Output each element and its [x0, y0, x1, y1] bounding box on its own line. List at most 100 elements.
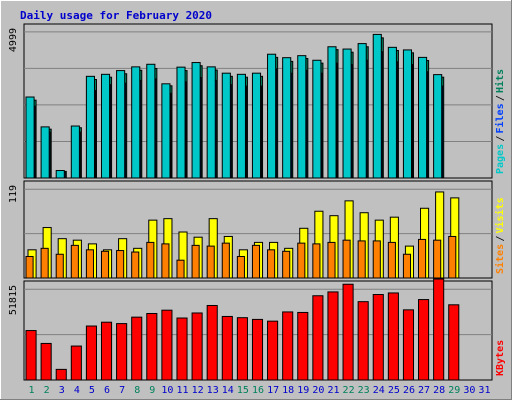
bar-sites-day-24 [372, 240, 381, 279]
bar-sites-day-13 [206, 245, 215, 279]
day-label-30: 30 [463, 385, 475, 396]
bar-pages-day-6 [100, 73, 111, 179]
day-label-22: 22 [343, 385, 355, 396]
panel-legend: Pages / Files / Hits [494, 69, 506, 174]
bar-sites-day-23 [357, 240, 366, 279]
bar-kbytes-day-26 [402, 309, 415, 381]
legend-separator: / [495, 135, 506, 141]
bar-pages-day-1 [25, 96, 35, 179]
bar-sites-day-15 [236, 255, 245, 279]
bar-kbytes-day-2 [40, 342, 52, 381]
bar-kbytes-day-13 [206, 304, 218, 381]
bar-pages-day-10 [161, 83, 171, 179]
bar-sites-day-18 [282, 250, 291, 279]
day-label-16: 16 [252, 385, 264, 396]
day-label-11: 11 [176, 385, 188, 396]
bar-pages-day-19 [297, 55, 307, 179]
day-label-13: 13 [207, 385, 219, 396]
bar-pages-day-24 [372, 33, 382, 179]
bar-kbytes-day-25 [387, 292, 399, 381]
chart-title: Daily usage for February 2020 [20, 9, 212, 22]
bar-kbytes-day-12 [191, 312, 203, 381]
legend-separator: / [495, 235, 506, 241]
bar-pages-day-3 [55, 170, 65, 179]
bar-sites-day-28 [433, 239, 442, 279]
legend-sites: Sites [494, 244, 506, 274]
bar-kbytes-day-14 [221, 315, 233, 381]
bar-pages-day-21 [327, 46, 337, 179]
day-label-10: 10 [161, 385, 173, 396]
panel-kbytes: 51815 KBytes [8, 278, 506, 381]
series-kbytes [25, 278, 460, 381]
bar-pages-day-2 [40, 126, 50, 179]
bar-pages-day-5 [85, 75, 95, 179]
bar-sites-day-21 [327, 241, 336, 279]
bar-sites-day-9 [146, 241, 155, 279]
chart-panels: 4999 Pages / Files / Hits 119 Sites / Visits 51815… [8, 23, 506, 381]
bar-kbytes-day-5 [85, 325, 97, 381]
day-label-19: 19 [297, 385, 309, 396]
bar-sites-day-6 [100, 250, 110, 279]
bar-sites-day-14 [221, 242, 230, 279]
bar-pages-day-4 [70, 125, 80, 179]
day-label-21: 21 [327, 385, 339, 396]
bar-sites-day-25 [387, 241, 396, 279]
bar-sites-day-20 [312, 243, 321, 279]
bar-kbytes-day-18 [282, 311, 294, 381]
bar-sites-day-26 [402, 253, 412, 279]
bar-pages-day-11 [176, 66, 186, 179]
day-label-20: 20 [312, 385, 324, 396]
day-label-5: 5 [89, 385, 95, 396]
day-label-12: 12 [192, 385, 204, 396]
bar-kbytes-day-11 [176, 317, 188, 381]
bar-sites-day-27 [418, 238, 427, 279]
bar-kbytes-day-19 [297, 311, 309, 381]
day-label-27: 27 [418, 385, 430, 396]
bar-kbytes-day-29 [448, 304, 460, 381]
panel-max-label: 51815 [8, 285, 19, 315]
panel-max-label: 4999 [8, 28, 19, 52]
bar-sites-day-8 [131, 251, 140, 279]
bar-sites-day-11 [176, 259, 185, 279]
bar-kbytes-day-22 [342, 283, 354, 381]
bar-pages-day-18 [282, 57, 292, 179]
bar-sites-day-10 [161, 243, 170, 279]
legend-files: Files [494, 103, 506, 133]
legend-kbytes: KBytes [495, 340, 506, 376]
bar-kbytes-day-21 [327, 291, 339, 381]
bar-kbytes-day-4 [70, 345, 82, 381]
legend-hits: Hits [494, 69, 506, 93]
bar-pages-day-23 [357, 43, 367, 179]
day-label-3: 3 [59, 385, 65, 396]
bar-sites-day-2 [40, 247, 49, 279]
day-label-2: 2 [44, 385, 50, 396]
day-label-4: 4 [74, 385, 80, 396]
bar-sites-day-4 [70, 244, 79, 279]
day-label-23: 23 [358, 385, 370, 396]
day-label-9: 9 [149, 385, 155, 396]
bar-kbytes-day-9 [146, 312, 158, 381]
bar-kbytes-day-3 [55, 368, 67, 381]
panel-legend: Sites / Visits [494, 197, 506, 274]
legend-visits: Visits [494, 197, 506, 233]
bar-sites-day-29 [448, 235, 457, 279]
day-label-7: 7 [119, 385, 125, 396]
bar-pages-day-7 [116, 70, 126, 179]
day-label-14: 14 [222, 385, 234, 396]
bar-sites-day-7 [116, 250, 125, 279]
bar-pages-day-28 [433, 74, 443, 179]
bar-pages-day-27 [418, 56, 428, 179]
day-label-25: 25 [388, 385, 400, 396]
bar-kbytes-day-28 [433, 278, 445, 381]
day-label-17: 17 [267, 385, 279, 396]
bar-pages-day-20 [312, 59, 322, 179]
bar-pages-day-15 [236, 73, 246, 179]
panel-visits-sites: 119 Sites / Visits [8, 180, 506, 279]
bar-kbytes-day-7 [116, 323, 128, 381]
bar-kbytes-day-8 [131, 316, 143, 381]
legend-pages: Pages [495, 144, 506, 174]
day-label-31: 31 [478, 385, 490, 396]
bar-pages-day-8 [131, 66, 141, 179]
bar-pages-day-14 [221, 72, 231, 179]
